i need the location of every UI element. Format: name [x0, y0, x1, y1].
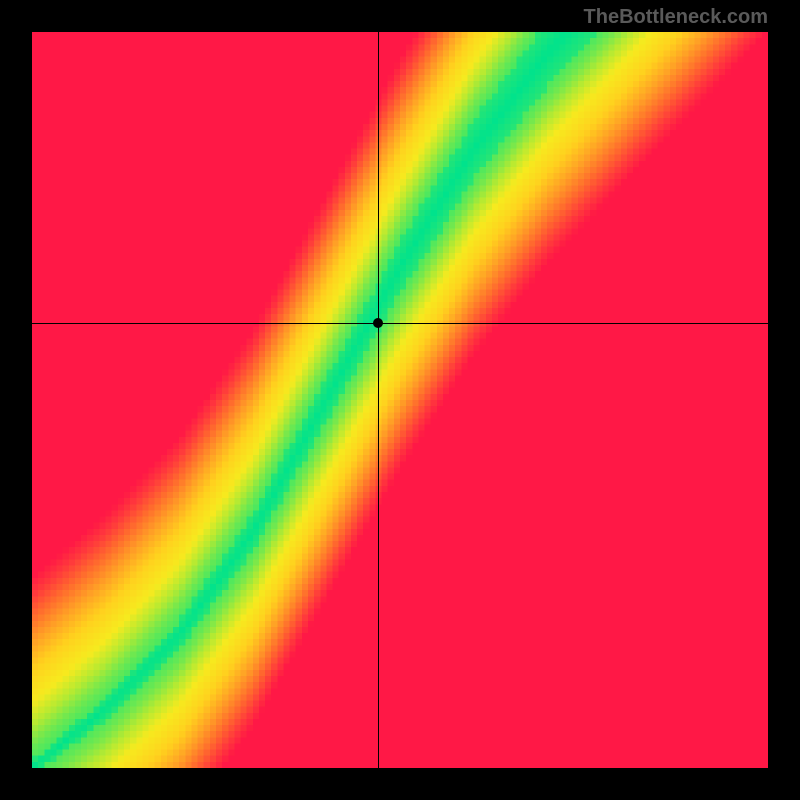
plot-area: [32, 32, 768, 768]
watermark-text: TheBottleneck.com: [584, 6, 768, 29]
crosshair-horizontal: [32, 323, 768, 324]
heatmap-canvas: [32, 32, 768, 768]
crosshair-vertical: [378, 32, 379, 768]
crosshair-marker: [373, 318, 383, 328]
